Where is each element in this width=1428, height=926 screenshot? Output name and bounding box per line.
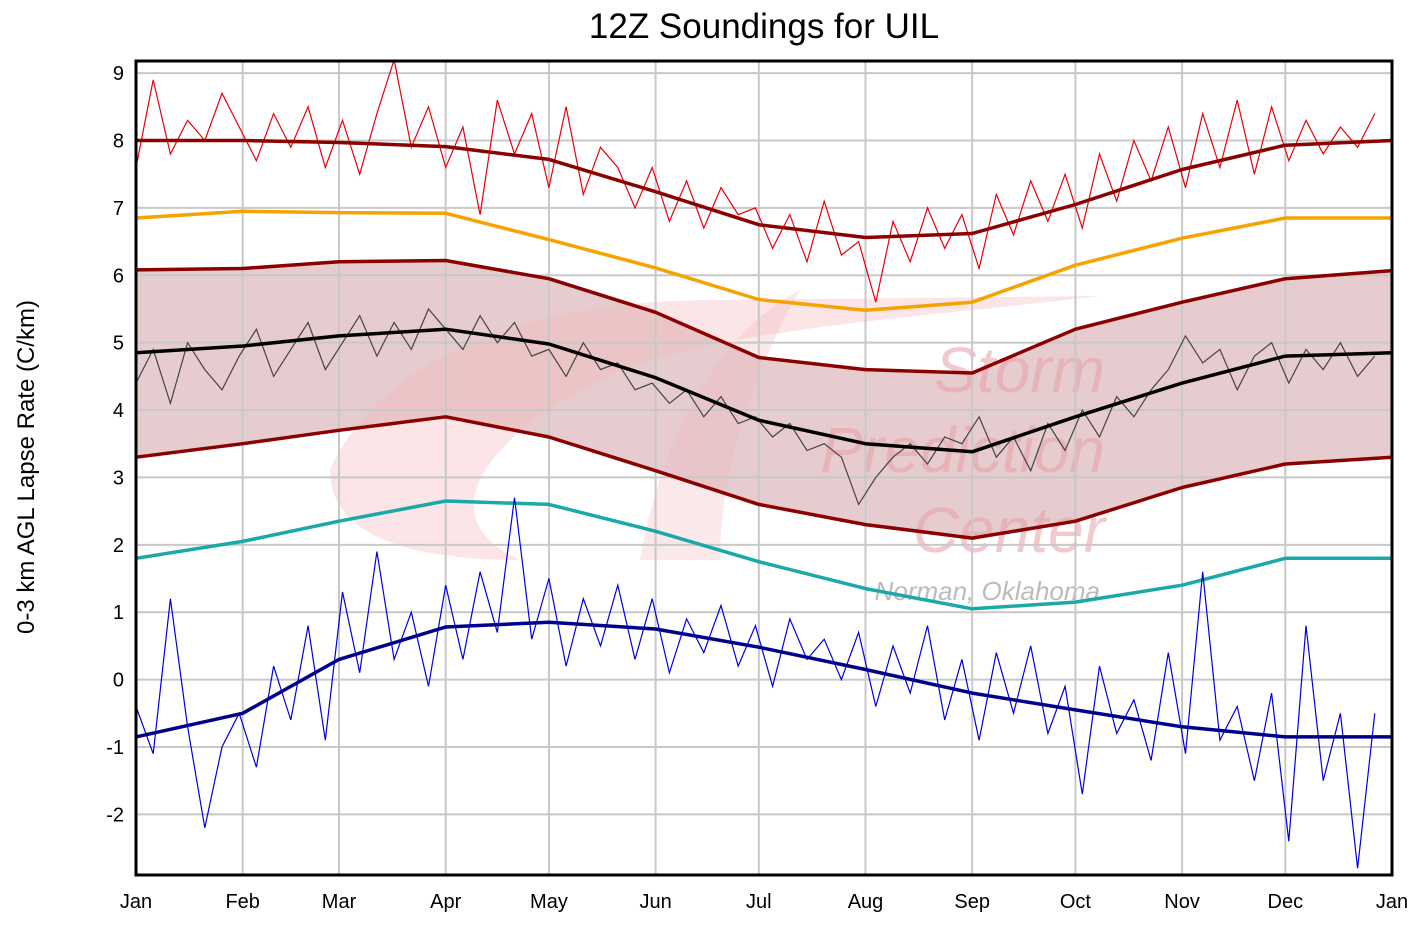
x-tick-label: Jul — [746, 891, 772, 913]
y-tick-label: 3 — [113, 467, 124, 489]
series-mean — [135, 327, 1393, 454]
x-tick-label: Feb — [225, 891, 259, 913]
x-tick-label: Aug — [848, 891, 884, 913]
series-max-mean — [136, 138, 1393, 240]
series-orange — [135, 209, 1392, 313]
x-tick-label: May — [530, 891, 568, 913]
watermark-sub: Norman, Oklahoma — [875, 576, 1100, 606]
y-tick-label: 2 — [113, 535, 124, 557]
series-band-lower — [135, 415, 1393, 540]
y-tick-label: 0 — [113, 670, 124, 692]
watermark-line-1: Storm — [934, 334, 1105, 406]
y-tick-label: -2 — [106, 804, 124, 826]
y-tick-label: 7 — [113, 198, 124, 220]
x-tick-label: Jan — [1376, 891, 1408, 913]
y-tick-label: 9 — [113, 63, 124, 85]
y-tick-label: 1 — [113, 602, 124, 624]
x-tick-label: Apr — [430, 891, 461, 913]
series-teal — [135, 499, 1392, 611]
series-daily-mean — [135, 307, 1376, 506]
plot-frame — [134, 59, 1394, 877]
chart-title: 12Z Soundings for UIL — [589, 7, 939, 46]
y-tick-label: 5 — [113, 333, 124, 355]
x-tick-label: Jan — [120, 891, 152, 913]
y-axis-label: 0-3 km AGL Lapse Rate (C/km) — [13, 300, 40, 634]
x-tick-label: Dec — [1268, 891, 1304, 913]
series-lines — [135, 59, 1393, 869]
y-tick-label: 6 — [113, 265, 124, 287]
y-tick-label: 8 — [113, 131, 124, 153]
x-tick-label: Jun — [639, 891, 671, 913]
watermark-line-3: Center — [913, 494, 1108, 566]
series-band-upper — [135, 258, 1393, 375]
series-min-mean — [135, 620, 1392, 739]
y-tick-label: 4 — [113, 400, 124, 422]
y-tick-label: -1 — [106, 737, 124, 759]
series-daily-min — [135, 497, 1376, 869]
x-tick-label: Sep — [954, 891, 990, 913]
x-tick-label: Nov — [1164, 891, 1200, 913]
y-ticks: -2 -1 0 1 2 3 4 5 6 7 8 9 — [106, 63, 124, 826]
series-daily-max — [135, 59, 1376, 303]
x-ticks: Jan Feb Mar Apr May Jun Jul Aug Sep Oct Nov Dec Jan — [120, 891, 1408, 913]
x-tick-label: Mar — [322, 891, 357, 913]
x-tick-label: Oct — [1060, 891, 1092, 913]
